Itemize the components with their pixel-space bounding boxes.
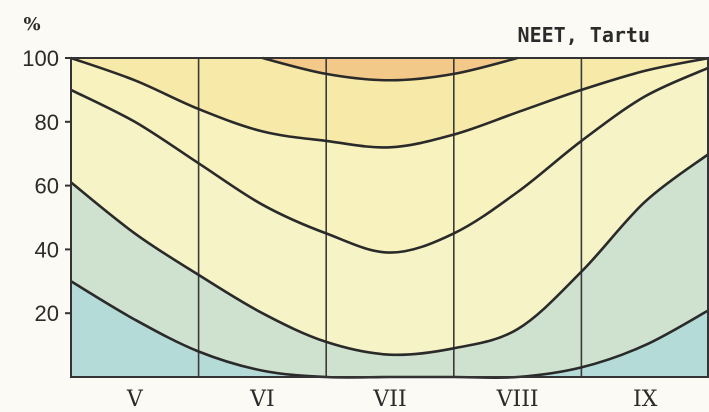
- series-line-2: [70, 152, 709, 357]
- x-axis: V VI VII VIII IX: [126, 387, 658, 412]
- series-line-5: [262, 56, 518, 82]
- y-tick-label: 80: [35, 110, 59, 135]
- y-axis: 20 40 60 80 100: [22, 46, 71, 326]
- month-gridlines: [197, 58, 583, 377]
- band-2: [71, 153, 709, 377]
- x-tick-label: IX: [633, 387, 658, 412]
- series-line-3: [70, 66, 709, 254]
- y-tick-label: 40: [35, 237, 59, 262]
- y-tick-label: 20: [35, 301, 59, 326]
- x-tick-label: VIII: [496, 387, 539, 412]
- x-tick-label: V: [126, 387, 144, 412]
- area-bands: [71, 58, 709, 378]
- plot-frame: [70, 57, 709, 378]
- series-lines: [70, 56, 709, 380]
- series-line-4: [70, 56, 709, 149]
- band-1: [71, 281, 709, 378]
- y-tick-label: 100: [22, 46, 59, 71]
- x-tick-label: VI: [249, 387, 275, 412]
- y-tick-label: 60: [35, 174, 59, 199]
- x-tick-label: VII: [372, 387, 406, 412]
- chart-title: NEET, Tartu: [518, 23, 650, 47]
- y-unit-label: %: [23, 14, 40, 35]
